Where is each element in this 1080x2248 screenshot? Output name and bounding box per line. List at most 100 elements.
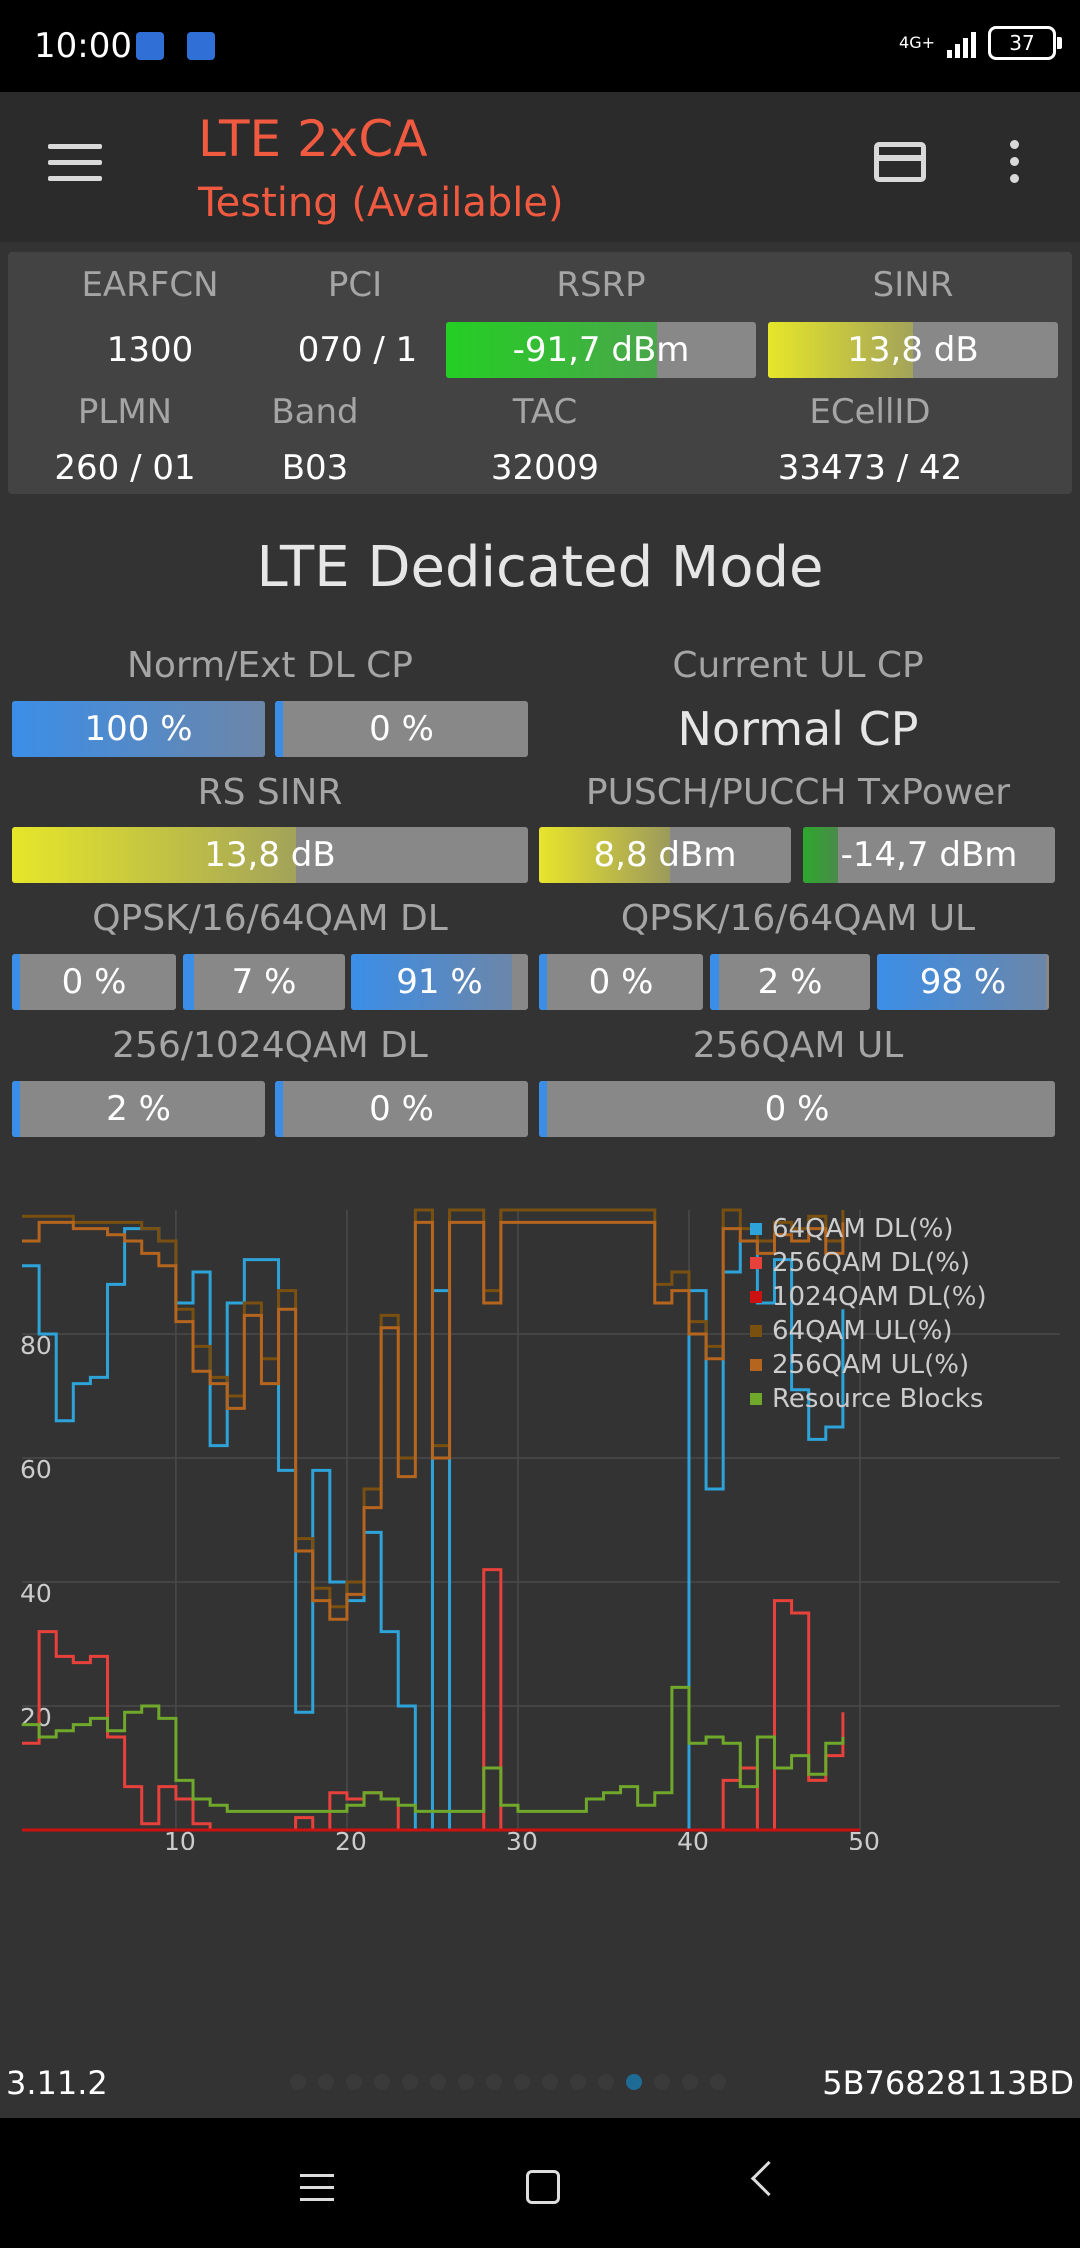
pucch-fill: [803, 827, 839, 883]
page-dot[interactable]: [346, 2074, 362, 2090]
x-tick-label: 10: [164, 1827, 196, 1850]
page-dot[interactable]: [626, 2074, 642, 2090]
earfcn-value: 1300: [106, 330, 194, 370]
legend-item: 1024QAM DL(%): [750, 1280, 987, 1314]
page-dot[interactable]: [318, 2074, 334, 2090]
legend-swatch: [750, 1223, 762, 1235]
legend-item: 256QAM UL(%): [750, 1348, 987, 1382]
qam16-ul-value: 2 %: [757, 962, 823, 1002]
ecellid-value: 33473 / 42: [777, 448, 963, 488]
back-icon[interactable]: [750, 2160, 787, 2197]
tac-value: 32009: [490, 448, 600, 488]
plmn-label: PLMN: [77, 392, 173, 432]
pusch-fill: [539, 827, 671, 883]
home-icon[interactable]: [526, 2170, 560, 2204]
legend-swatch: [750, 1291, 762, 1303]
legend-label: Resource Blocks: [772, 1384, 984, 1414]
legend-swatch: [750, 1257, 762, 1269]
qam256-dl-value: 2 %: [106, 1089, 171, 1129]
status-time: 10:00: [34, 26, 132, 66]
sinr-bar: 13,8 dB: [768, 322, 1058, 378]
qam256-dl-bar: 2 %: [12, 1081, 265, 1137]
legend-label: 64QAM DL(%): [772, 1214, 954, 1244]
signal-bars-icon: [947, 28, 976, 58]
sinr-bar-fill: [768, 322, 913, 378]
network-type: 4G+: [899, 33, 935, 52]
y-tick-label: 40: [20, 1579, 52, 1608]
pusch-value: 8,8 dBm: [593, 835, 737, 875]
qam64-dl-bar: 91 %: [351, 954, 528, 1010]
page-dot[interactable]: [598, 2074, 614, 2090]
pusch-bar: 8,8 dBm: [539, 827, 791, 883]
qam1024-dl-fill: [275, 1081, 283, 1137]
page-dot[interactable]: [486, 2074, 502, 2090]
modulation-history-chart: 10 20 30 40 50 80 60 40 20: [20, 1208, 1060, 1850]
sinr-label: SINR: [872, 265, 954, 305]
device-id: 5B76828113BD: [822, 2064, 1074, 2102]
rs-sinr-label: RS SINR: [197, 772, 343, 813]
qpsk-dl-bar: 0 %: [12, 954, 176, 1010]
y-tick-label: 80: [20, 1331, 52, 1360]
legend-item: 64QAM DL(%): [750, 1212, 987, 1246]
qam256-dl-label: 256/1024QAM DL: [112, 1025, 428, 1066]
status-bar: 10:00 4G+ 37: [0, 0, 1080, 92]
app-bar: LTE 2xCA Testing (Available): [0, 92, 1080, 242]
legend-label: 256QAM DL(%): [772, 1248, 971, 1278]
page-dot[interactable]: [374, 2074, 390, 2090]
page-dot[interactable]: [458, 2074, 474, 2090]
y-tick-label: 60: [20, 1455, 52, 1484]
qpsk-ul-fill: [539, 954, 547, 1010]
page-dot[interactable]: [542, 2074, 558, 2090]
page-dot[interactable]: [654, 2074, 670, 2090]
pucch-bar: -14,7 dBm: [803, 827, 1055, 883]
page-dot[interactable]: [290, 2074, 306, 2090]
legend-label: 256QAM UL(%): [772, 1350, 970, 1380]
legend-item: 64QAM UL(%): [750, 1314, 987, 1348]
legend-label: 64QAM UL(%): [772, 1316, 953, 1346]
dl-cp-label: Norm/Ext DL CP: [127, 645, 413, 686]
page-indicator[interactable]: [290, 2074, 726, 2090]
legend-item: 256QAM DL(%): [750, 1246, 987, 1280]
qam64-ul-value: 98 %: [919, 962, 1007, 1002]
page-dot[interactable]: [710, 2074, 726, 2090]
qpsk-ul-value: 0 %: [588, 962, 654, 1002]
status-right: 4G+ 37: [899, 26, 1062, 60]
qam16-dl-bar: 7 %: [183, 954, 345, 1010]
dl-cp-ext-value: 0 %: [369, 709, 434, 749]
rsrp-value: -91,7 dBm: [512, 330, 690, 370]
menu-icon[interactable]: [48, 144, 102, 184]
page-dot[interactable]: [430, 2074, 446, 2090]
qam256-ul-fill: [539, 1081, 547, 1137]
dl-cp-ext-bar: 0 %: [275, 701, 528, 757]
recent-apps-icon[interactable]: [300, 2174, 334, 2210]
qam64-ul-bar: 98 %: [877, 954, 1049, 1010]
legend-swatch: [750, 1325, 762, 1337]
app-version: 3.11.2: [6, 2064, 108, 2102]
chart-legend: 64QAM DL(%) 256QAM DL(%) 1024QAM DL(%) 6…: [750, 1212, 987, 1416]
legend-item: Resource Blocks: [750, 1382, 987, 1416]
x-tick-label: 20: [335, 1827, 367, 1850]
ul-cp-label: Current UL CP: [672, 645, 924, 686]
page-dot[interactable]: [402, 2074, 418, 2090]
qam256-ul-value: 0 %: [764, 1089, 830, 1129]
page-dot[interactable]: [514, 2074, 530, 2090]
dl-cp-normal-fill: [12, 701, 265, 757]
series-line-64qam-ul-: [22, 1208, 845, 1609]
legend-label: 1024QAM DL(%): [772, 1282, 987, 1312]
app-subtitle: Testing (Available): [198, 180, 564, 226]
page-dot[interactable]: [570, 2074, 586, 2090]
qam256-ul-label: 256QAM UL: [692, 1025, 904, 1066]
more-vert-icon[interactable]: [1010, 140, 1020, 190]
sim-card-icon[interactable]: [874, 142, 926, 182]
qpsk-ul-bar: 0 %: [539, 954, 703, 1010]
pci-value: 070 / 1: [297, 330, 418, 370]
upload-icon: [187, 32, 215, 60]
y-tick-label: 20: [20, 1703, 52, 1732]
qam16-ul-bar: 2 %: [710, 954, 870, 1010]
qam64-dl-value: 91 %: [396, 962, 483, 1002]
page-dot[interactable]: [682, 2074, 698, 2090]
qpsk-dl-fill: [12, 954, 20, 1010]
qam16-dl-value: 7 %: [231, 962, 297, 1002]
ul-cp-value: Normal CP: [677, 702, 919, 756]
x-tick-label: 50: [848, 1827, 880, 1850]
